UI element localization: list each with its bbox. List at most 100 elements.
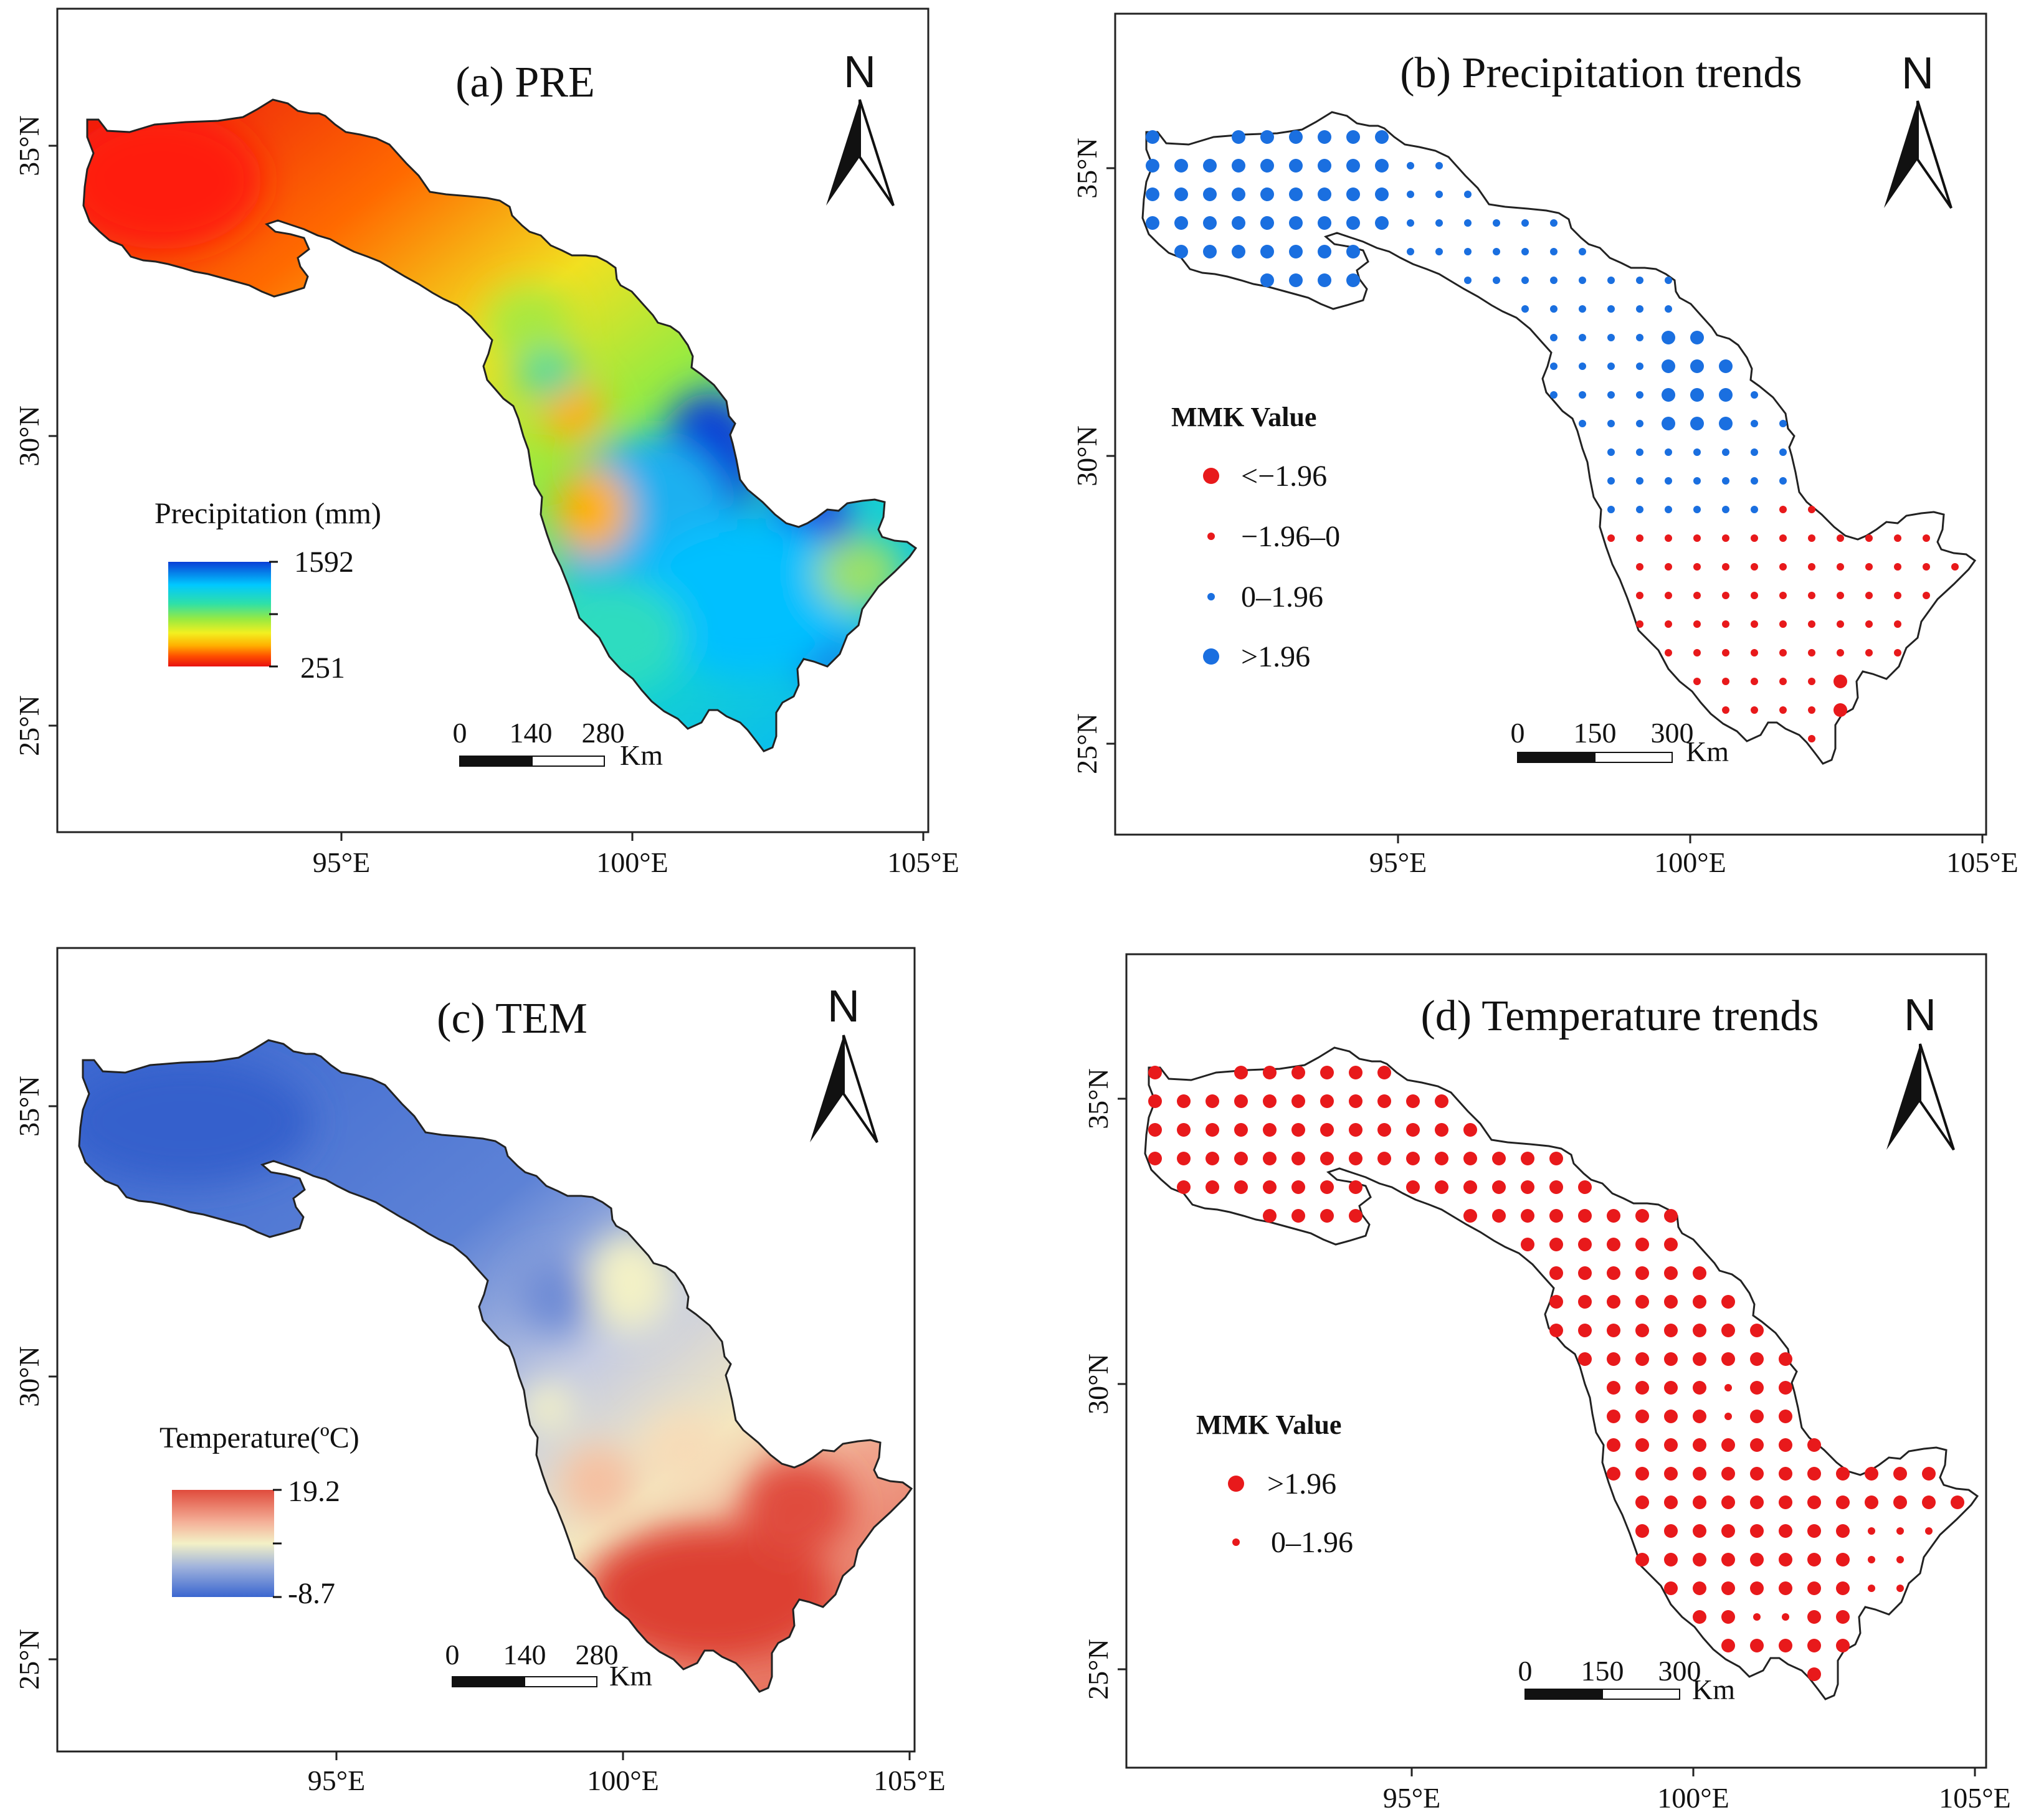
x-tick-label: 105°E [1939, 1782, 2011, 1814]
trend-point [1406, 1094, 1420, 1108]
trend-point [1808, 534, 1815, 542]
trend-point [1750, 1467, 1764, 1481]
trend-point [1320, 1094, 1334, 1108]
trend-point [1320, 1152, 1334, 1165]
trend-point [1722, 563, 1729, 571]
scale-label-max: 280 [576, 1639, 619, 1671]
trend-point [1607, 1352, 1620, 1366]
trend-point [1607, 391, 1615, 399]
trend-point [1779, 620, 1787, 628]
north-arrow-right-half [1916, 100, 1952, 209]
trend-point [1349, 1180, 1363, 1194]
x-tick-label: 105°E [1946, 846, 2019, 878]
trend-point [1721, 1610, 1735, 1624]
trend-point [1349, 1094, 1363, 1108]
trend-point [1664, 1266, 1678, 1280]
legend-class-label: >1.96 [1241, 640, 1310, 673]
trend-point [1492, 1180, 1506, 1194]
trend-point [1636, 391, 1643, 399]
trend-point [1579, 334, 1586, 341]
trend-point [1836, 1553, 1850, 1566]
trend-point [1635, 1209, 1649, 1223]
trend-point [1492, 1209, 1506, 1223]
trend-point [1234, 1094, 1248, 1108]
trend-point [1779, 534, 1787, 542]
trend-point [1665, 506, 1672, 513]
trend-point [1693, 506, 1701, 513]
trend-point [1146, 130, 1159, 144]
north-label: N [1901, 49, 1934, 98]
north-arrow-right-half [1919, 1043, 1955, 1151]
trend-point [1407, 219, 1414, 227]
legend-max-value: 1592 [294, 546, 354, 579]
trend-point [1607, 1324, 1620, 1337]
trend-point [1665, 592, 1672, 599]
trend-point [1289, 130, 1303, 144]
trend-point [1377, 1094, 1391, 1108]
trend-point [1549, 1180, 1563, 1194]
trend-point [1807, 1639, 1821, 1652]
trend-point [1177, 1152, 1191, 1165]
trend-point [1607, 363, 1615, 370]
panel-title: (a) PRE [455, 59, 595, 107]
trend-point [1751, 506, 1758, 513]
trend-point [1377, 1152, 1391, 1165]
basin-outline [1144, 1046, 1979, 1700]
trend-point [1693, 1381, 1706, 1395]
trend-point [1750, 1524, 1764, 1538]
y-tick-label: 35°N [1071, 138, 1103, 199]
trend-points [1148, 1066, 1964, 1681]
trend-point [1868, 1527, 1875, 1535]
trend-point [1493, 219, 1500, 227]
trend-point [1263, 1123, 1277, 1137]
trend-point [1721, 1438, 1735, 1452]
trend-point [1318, 159, 1331, 173]
trend-point [1148, 1152, 1162, 1165]
y-tick-label: 30°N [13, 405, 45, 467]
trend-point [1549, 1295, 1563, 1309]
trend-point [1203, 245, 1217, 258]
trend-point [1750, 1495, 1764, 1509]
scale-bar: 0 150 300 Km [1518, 1655, 1736, 1705]
trend-point [1349, 1209, 1363, 1223]
trend-point [1779, 1381, 1792, 1395]
trend-point [1779, 1438, 1792, 1452]
trend-point [1635, 1553, 1649, 1566]
trend-point [1636, 334, 1643, 341]
trend-point [1779, 649, 1787, 656]
trend-point [1693, 1352, 1706, 1366]
trend-point [1808, 649, 1815, 656]
panel-title: (c) TEM [437, 995, 587, 1043]
trend-point [1894, 649, 1901, 656]
trend-point [1291, 1094, 1305, 1108]
trend-point [1232, 216, 1245, 230]
temperature-legend: Temperature(ºC) 19.2 -8.7 [159, 1421, 359, 1610]
trend-point [1837, 620, 1844, 628]
trend-point [1177, 1094, 1191, 1108]
map-frame [56, 7, 930, 833]
trend-point [1721, 1524, 1735, 1538]
trend-point [1693, 1553, 1706, 1566]
trend-point [1751, 592, 1758, 599]
trend-point [1232, 130, 1245, 144]
trend-point [1234, 1152, 1248, 1165]
trend-point [1550, 305, 1558, 313]
trend-point [1693, 1295, 1706, 1309]
legend-class-label: <−1.96 [1241, 460, 1327, 493]
trend-point [1206, 1123, 1219, 1137]
map-frame [1114, 12, 1987, 836]
trend-point [1174, 187, 1188, 201]
trend-point [1665, 477, 1672, 485]
trend-point [1579, 248, 1586, 255]
legend-class-label: −1.96–0 [1241, 520, 1340, 553]
trend-point [1722, 506, 1729, 513]
trend-point [1722, 592, 1729, 599]
trend-point [1260, 159, 1274, 173]
trend-point [1464, 191, 1472, 198]
trend-point [1579, 420, 1586, 427]
trend-point [1753, 1613, 1761, 1621]
trend-point [1635, 1238, 1649, 1251]
trend-point [1665, 448, 1672, 456]
trend-point [1234, 1123, 1248, 1137]
north-arrow-right-half [842, 1035, 878, 1144]
